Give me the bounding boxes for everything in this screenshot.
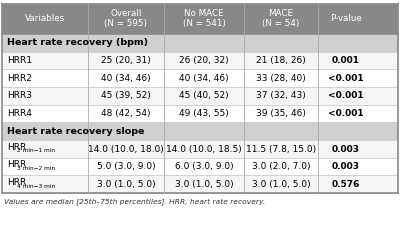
Bar [2,4,398,34]
Text: <0.001: <0.001 [328,74,364,83]
Text: 45 (40, 52): 45 (40, 52) [179,91,229,100]
Text: 11.5 (7.8, 15.0): 11.5 (7.8, 15.0) [246,145,316,154]
Text: P-value: P-value [330,14,362,23]
Text: 3 min−2 min: 3 min−2 min [17,166,55,171]
Text: 40 (34, 46): 40 (34, 46) [179,74,229,83]
Text: HRR1: HRR1 [7,56,32,65]
Text: HRR: HRR [7,178,26,187]
Text: Variables: Variables [25,14,65,23]
Text: 0.003: 0.003 [332,162,360,171]
Text: 49 (43, 55): 49 (43, 55) [179,109,229,118]
Text: 0.003: 0.003 [332,145,360,154]
Bar [2,69,398,87]
Text: 3.0 (2.0, 7.0): 3.0 (2.0, 7.0) [252,162,310,171]
Text: 25 (20, 31): 25 (20, 31) [101,56,151,65]
Text: 39 (35, 46): 39 (35, 46) [256,109,306,118]
Bar [2,87,398,105]
Text: 33 (28, 40): 33 (28, 40) [256,74,306,83]
Text: HRR4: HRR4 [7,109,32,118]
Text: HRR2: HRR2 [7,74,32,83]
Text: 3.0 (1.0, 5.0): 3.0 (1.0, 5.0) [252,180,310,189]
Text: 21 (18, 26): 21 (18, 26) [256,56,306,65]
Bar [2,158,398,175]
Text: No MACE
(N = 541): No MACE (N = 541) [182,9,226,28]
Text: 4 min−3 min: 4 min−3 min [17,184,55,189]
Text: 14.0 (10.0, 18.5): 14.0 (10.0, 18.5) [166,145,242,154]
Text: 26 (20, 32): 26 (20, 32) [179,56,229,65]
Text: Values are median [25th–75th percentiles]. HRR, heart rate recovery.: Values are median [25th–75th percentiles… [4,198,265,205]
Text: HRR3: HRR3 [7,91,32,100]
Text: Heart rate recovery (bpm): Heart rate recovery (bpm) [7,38,148,47]
Text: 45 (39, 52): 45 (39, 52) [101,91,151,100]
Text: Overall
(N = 595): Overall (N = 595) [104,9,148,28]
Text: 0.576: 0.576 [332,180,360,189]
Text: 2 min−1 min: 2 min−1 min [17,148,55,154]
Text: 3.0 (1.0, 5.0): 3.0 (1.0, 5.0) [97,180,155,189]
Bar [2,34,398,52]
Text: HRR: HRR [7,143,26,152]
Text: 0.001: 0.001 [332,56,360,65]
Bar [2,175,398,193]
Bar [2,122,398,140]
Text: 3.0 (1.0, 5.0): 3.0 (1.0, 5.0) [175,180,233,189]
Text: HRR: HRR [7,160,26,169]
Text: 40 (34, 46): 40 (34, 46) [101,74,151,83]
Text: 6.0 (3.0, 9.0): 6.0 (3.0, 9.0) [175,162,233,171]
Text: <0.001: <0.001 [328,91,364,100]
Text: Heart rate recovery slope: Heart rate recovery slope [7,127,144,136]
Bar [2,140,398,158]
Text: <0.001: <0.001 [328,109,364,118]
Text: 37 (32, 43): 37 (32, 43) [256,91,306,100]
Text: 14.0 (10.0, 18.0): 14.0 (10.0, 18.0) [88,145,164,154]
Text: 5.0 (3.0, 9.0): 5.0 (3.0, 9.0) [97,162,155,171]
Bar [2,52,398,69]
Text: 48 (42, 54): 48 (42, 54) [101,109,151,118]
Text: MACE
(N = 54): MACE (N = 54) [262,9,300,28]
Bar [2,105,398,122]
